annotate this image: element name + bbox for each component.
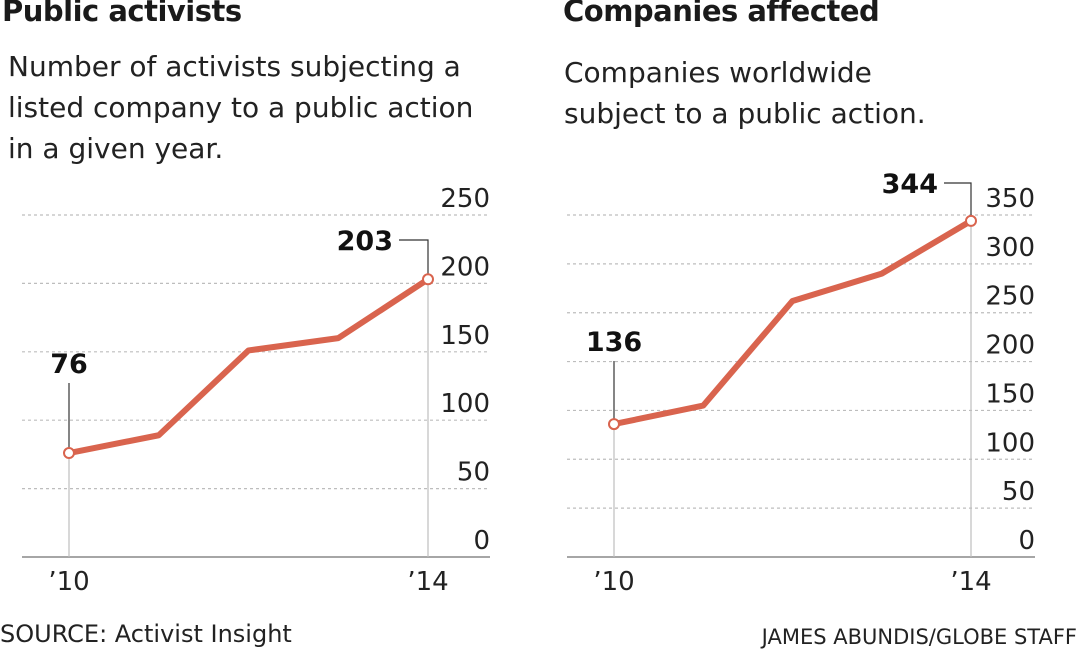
chart-panel-public-activists: Public activists Number of activists sub…: [0, 0, 520, 610]
chart-subtitle: Companies worldwide subject to a public …: [564, 52, 926, 134]
chart-title: Companies affected: [563, 0, 880, 28]
chart-title: Public activists: [2, 0, 242, 28]
y-tick-label: 50: [1002, 477, 1035, 507]
y-tick-label: 100: [985, 428, 1035, 458]
y-tick-label: 150: [440, 321, 490, 351]
data-label: 136: [586, 327, 642, 358]
data-label: 76: [50, 349, 88, 380]
chart-panel-companies-affected: Companies affected Companies worldwide s…: [563, 0, 1079, 610]
subtitle-line: listed company to a public action: [8, 91, 474, 124]
data-point-marker: [63, 447, 75, 460]
y-tick-label: 50: [457, 458, 490, 488]
data-point-marker: [965, 214, 977, 227]
y-tick-label: 150: [985, 379, 1035, 409]
y-tick-label: 0: [1018, 526, 1035, 556]
subtitle-line: in a given year.: [8, 132, 224, 165]
x-tick-label: ’14: [407, 567, 448, 597]
annotation-leader: [944, 182, 972, 221]
chart-subtitle: Number of activists subjecting a listed …: [8, 46, 473, 169]
y-tick-label: 100: [440, 389, 490, 419]
y-tick-label: 200: [985, 331, 1035, 361]
source-note: SOURCE: Activist Insight: [0, 620, 292, 648]
y-tick-label: 350: [985, 184, 1035, 214]
x-tick-label: ’10: [48, 567, 89, 597]
y-tick-label: 250: [985, 282, 1035, 312]
subtitle-line: subject to a public action.: [564, 97, 926, 130]
series-line: [66, 276, 431, 457]
data-label: 203: [337, 226, 393, 257]
data-label: 344: [882, 169, 938, 200]
annotation-leader: [399, 239, 429, 280]
y-tick-label: 300: [985, 233, 1035, 263]
y-tick-label: 200: [440, 252, 490, 282]
y-tick-label: 0: [473, 526, 490, 556]
line-chart-svg: 0 50 100 150 200 250 300 350 ’10 ’14 136 344: [567, 169, 1035, 597]
series-line: [611, 217, 974, 428]
line-chart-svg: 0 50 100 150 200 250 ’10 ’14 76 203: [22, 184, 490, 597]
subtitle-line: Companies worldwide: [564, 56, 872, 89]
x-tick-label: ’14: [950, 567, 991, 597]
data-point-marker: [608, 418, 620, 431]
data-point-marker: [422, 273, 434, 286]
x-tick-label: ’10: [593, 567, 634, 597]
subtitle-line: Number of activists subjecting a: [8, 50, 461, 83]
credit-note: JAMES ABUNDIS/GLOBE STAFF: [761, 625, 1077, 649]
y-tick-label: 250: [440, 184, 490, 214]
